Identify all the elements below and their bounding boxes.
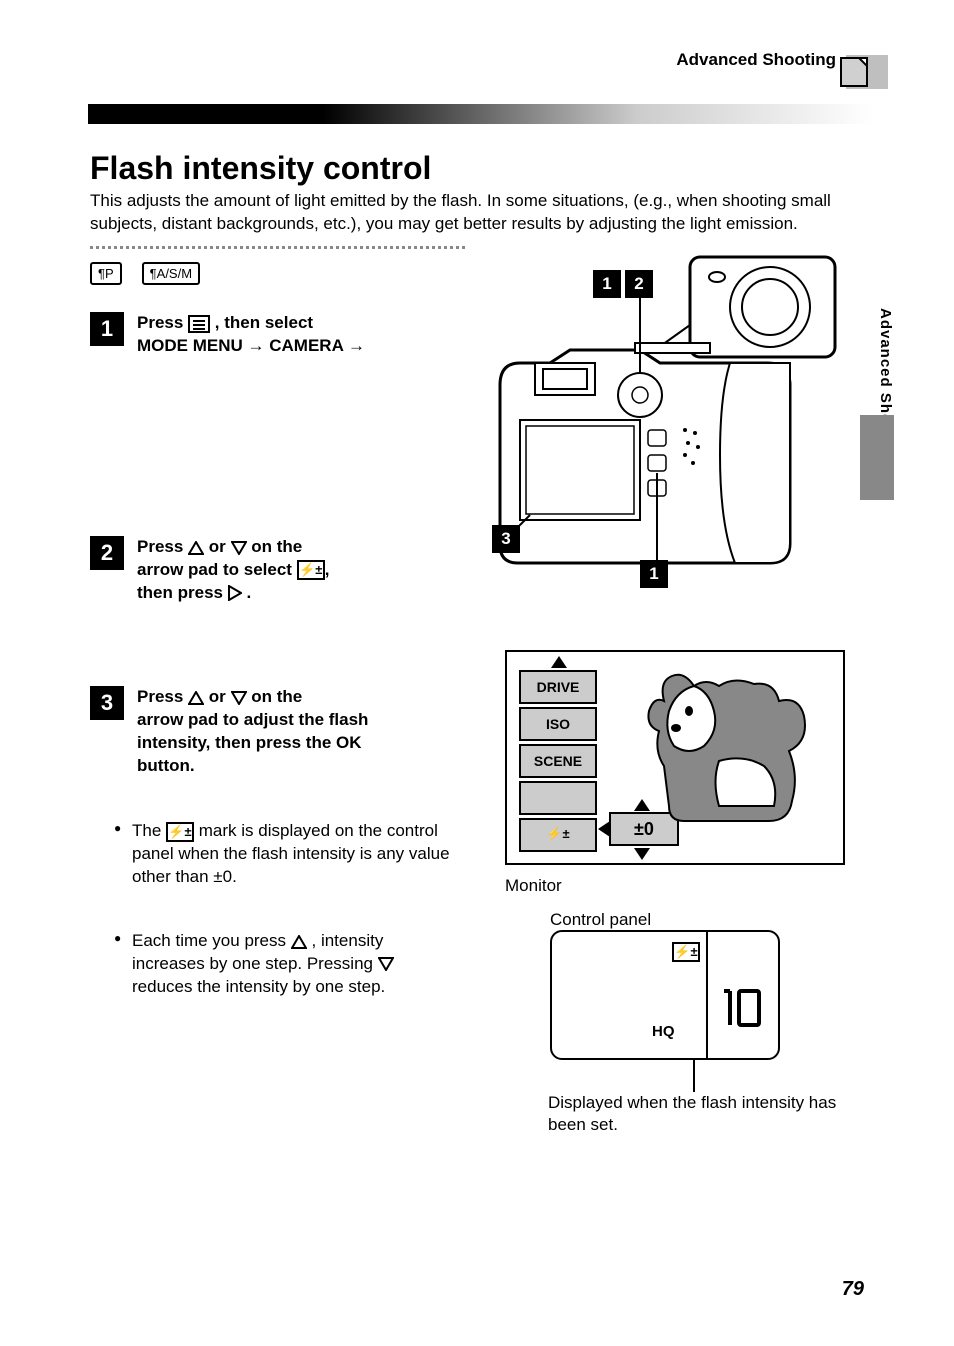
step-number-3: 3 (90, 686, 124, 720)
s3-l3: intensity, then press the OK (137, 733, 362, 752)
panel-hq-label: HQ (652, 1023, 675, 1040)
flash-intensity-icon: ⚡± (297, 560, 325, 580)
step-number-2: 2 (90, 536, 124, 570)
s3b2f: the intensity by one step. (197, 977, 385, 996)
menu-item-scene: SCENE (519, 744, 597, 778)
dog-image (634, 666, 829, 831)
s2-l1a: Press (137, 537, 188, 556)
s3b1e: ±0. (213, 867, 237, 886)
dotted-divider (90, 246, 465, 249)
page-title: Flash intensity control (90, 150, 431, 187)
s3b2d: step. Pressing (265, 954, 377, 973)
step-1-text: Press , then select MODE MENU → CAMERA → (137, 312, 457, 358)
arrow-up-icon (188, 541, 204, 555)
step-1: ¶P ¶A/S/M (90, 262, 200, 285)
callout-box-1a: 1 (593, 270, 621, 298)
control-panel-label: Control panel (550, 910, 651, 930)
s2-l3a: then press (137, 583, 228, 602)
panel-caption: Displayed when the flash intensity has b… (548, 1092, 838, 1136)
s2-l1b: or (209, 537, 231, 556)
top-section-label: Advanced Shooting (676, 50, 836, 70)
s3b1a: The (132, 821, 166, 840)
camera-illustration (490, 255, 870, 590)
arrow-up-icon-2 (188, 691, 204, 705)
menu-item-flash: ⚡± (519, 818, 597, 852)
callout-box-1b: 1 (640, 560, 668, 588)
dial-asm-icon: ¶A/S/M (142, 262, 200, 285)
page-number: 79 (842, 1278, 864, 1301)
flash-icon-menu: ⚡± (544, 826, 572, 846)
panel-divider (706, 932, 708, 1058)
menu-item-blank (519, 781, 597, 815)
s1-l2b: , then select (215, 313, 313, 332)
control-panel-illustration: ⚡± HQ (550, 930, 780, 1060)
monitor-illustration: DRIVE ISO SCENE ⚡± ±0 (505, 650, 845, 865)
menu-scroll-up-icon (551, 656, 567, 668)
s3b2e: reduces (132, 977, 192, 996)
s2-l2: arrow pad to select (137, 560, 297, 579)
panel-leader-line (693, 1060, 695, 1092)
flash-intensity-icon-2: ⚡± (166, 822, 194, 842)
header-divider (88, 104, 873, 124)
step-3: 3 Press or on the arrow pad to adjust th… (90, 686, 457, 778)
s3b2b: , (311, 931, 316, 950)
intro-paragraph: This adjusts the amount of light emitted… (90, 190, 870, 236)
step-number-1: 1 (90, 312, 124, 346)
callout-box-2: 2 (625, 270, 653, 298)
s2-l2b: , (325, 560, 330, 579)
s3-l2: arrow pad to adjust the flash (137, 710, 368, 729)
page-corner-icon (838, 55, 874, 89)
arrow-down-icon-3 (378, 957, 394, 971)
s3-l1a: Press (137, 687, 188, 706)
callout-box-3: 3 (492, 525, 520, 553)
menu-column: DRIVE ISO SCENE ⚡± (519, 670, 597, 855)
arrow-right-icon (228, 585, 242, 601)
value-arrow-down-icon (634, 848, 650, 860)
arrow-down-icon-2 (231, 691, 247, 705)
dial-p-icon: ¶P (90, 262, 122, 285)
menu-item-drive: DRIVE (519, 670, 597, 704)
s1-l2a: Press (137, 313, 188, 332)
panel-digits (717, 987, 763, 1042)
s3b2a: Each time you press (132, 931, 291, 950)
step-3-text: Press or on the arrow pad to adjust the … (137, 686, 457, 778)
s3-l1b: or (209, 687, 231, 706)
arrow-up-icon-3 (291, 935, 307, 949)
monitor-label: Monitor (505, 876, 562, 896)
s3-l4: button. (137, 756, 195, 775)
step-1-body: 1 Press , then select MODE MENU → CAMERA… (90, 312, 457, 358)
step-3-bullet-2: Each time you press , intensity increase… (132, 930, 452, 999)
step-2: 2 Press or on the arrow pad to select ⚡±… (90, 536, 457, 605)
panel-flash-icon: ⚡± (672, 942, 700, 962)
s3b1b: mark is displayed on (199, 821, 354, 840)
step-3-bullet-1: The ⚡± mark is displayed on the control … (132, 820, 452, 889)
step-2-text: Press or on the arrow pad to select ⚡±, … (137, 536, 457, 605)
s3-l1c: on the (251, 687, 302, 706)
menu-item-iso: ISO (519, 707, 597, 741)
menu-button-icon (188, 315, 210, 333)
s2-l3b: . (246, 583, 251, 602)
s2-l1c: on the (251, 537, 302, 556)
arrow-down-icon (231, 541, 247, 555)
s1-l3: MODE MENU → CAMERA → (137, 336, 365, 355)
